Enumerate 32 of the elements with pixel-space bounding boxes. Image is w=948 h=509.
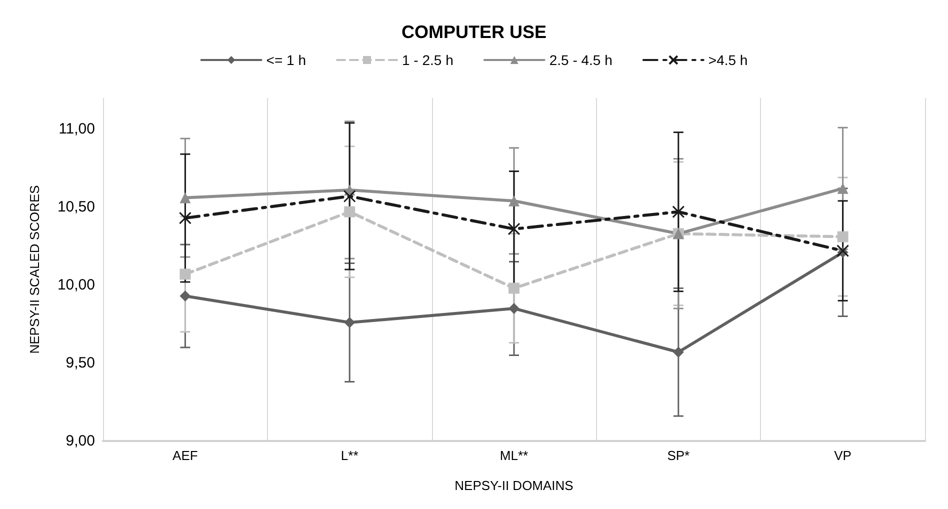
x-tick-label: SP*: [667, 448, 690, 463]
x-tick-label: ML**: [500, 448, 528, 463]
point: [672, 206, 685, 218]
y-tick-label: 9,00: [66, 432, 95, 450]
point: [180, 192, 191, 204]
y-tick-label: 9,50: [66, 354, 95, 372]
point: [343, 190, 356, 202]
y-axis-title: NEPSY-II SCALED SCORES: [27, 184, 42, 354]
y-tick-label: 10,50: [57, 198, 95, 216]
point: [178, 212, 192, 224]
point: [837, 231, 848, 242]
chart-title: COMPUTER USE: [401, 22, 547, 42]
x-tick-label: L**: [340, 448, 358, 463]
legend-label: >4.5 h: [708, 52, 748, 68]
legend-label: <= 1 h: [266, 52, 306, 68]
point: [344, 206, 356, 218]
x-tick-label: AEF: [172, 448, 198, 463]
point: [508, 282, 520, 294]
point: [672, 346, 684, 358]
legend-label: 2.5 - 4.5 h: [549, 52, 612, 68]
point: [508, 195, 520, 206]
x-tick-label: VP: [834, 448, 852, 463]
point: [180, 268, 191, 280]
x-axis-title: NEPSY-II DOMAINS: [454, 478, 574, 493]
legend-label: 1 - 2.5 h: [402, 52, 454, 68]
point: [180, 290, 191, 302]
point: [344, 317, 356, 328]
point: [837, 182, 848, 194]
point: [508, 222, 520, 236]
y-tick-label: 11,00: [58, 120, 95, 138]
point: [508, 302, 520, 314]
y-tick-label: 10,00: [57, 276, 95, 294]
